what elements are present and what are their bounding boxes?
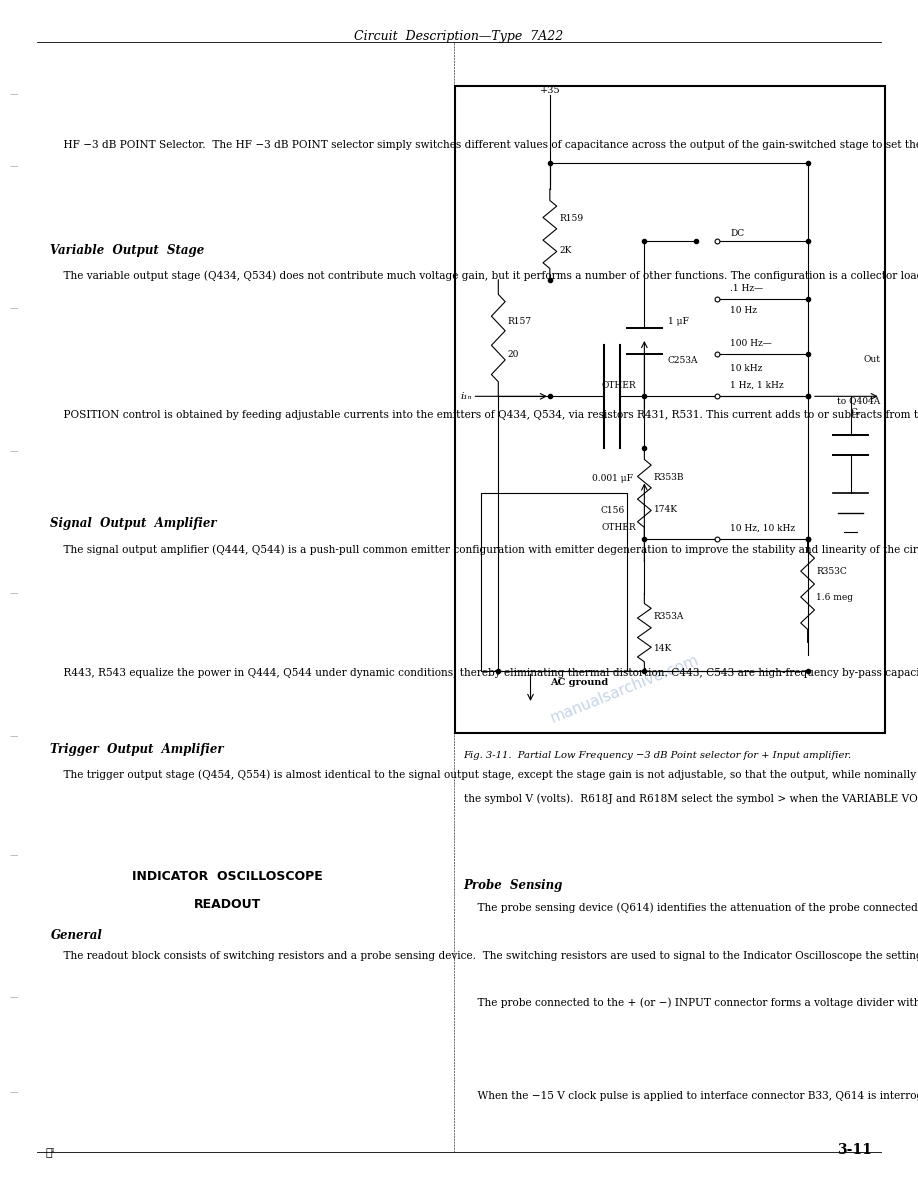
Text: —: — (9, 851, 18, 860)
Text: When the −15 V clock pulse is applied to interface connector B33, Q614 is interr: When the −15 V clock pulse is applied to… (464, 1091, 918, 1101)
Text: manualsarchive.com: manualsarchive.com (548, 652, 700, 726)
Text: Out: Out (864, 355, 880, 364)
Text: 1 μF: 1 μF (668, 317, 688, 327)
Text: —: — (9, 732, 18, 741)
Text: R159: R159 (559, 214, 584, 223)
Text: Trigger  Output  Amplifier: Trigger Output Amplifier (50, 742, 224, 756)
Text: R353C: R353C (816, 567, 847, 576)
Text: C253A: C253A (668, 356, 699, 365)
Text: —: — (9, 589, 18, 599)
Text: AC ground: AC ground (550, 678, 608, 687)
Text: DC: DC (731, 228, 744, 238)
Text: The variable output stage (Q434, Q534) does not contribute much voltage gain, bu: The variable output stage (Q434, Q534) d… (50, 271, 918, 282)
Text: +35: +35 (540, 87, 560, 95)
Text: —: — (9, 162, 18, 171)
Text: The probe connected to the + (or −) INPUT connector forms a voltage divider with: The probe connected to the + (or −) INPU… (464, 998, 918, 1009)
Text: —: — (9, 90, 18, 100)
Text: 174K: 174K (654, 505, 677, 514)
Text: R157: R157 (508, 317, 532, 327)
Text: OTHER: OTHER (601, 381, 636, 390)
Text: —: — (9, 1088, 18, 1098)
Text: 3-11: 3-11 (837, 1143, 872, 1157)
Text: HF −3 dB POINT Selector.  The HF −3 dB POINT selector simply switches different : HF −3 dB POINT Selector. The HF −3 dB PO… (50, 140, 918, 150)
Text: 10 kHz: 10 kHz (731, 364, 763, 373)
Text: 10 Hz, 10 kHz: 10 Hz, 10 kHz (731, 523, 795, 532)
Text: 1 Hz, 1 kHz: 1 Hz, 1 kHz (731, 381, 784, 390)
Text: to Q404A: to Q404A (837, 397, 880, 405)
Text: Signal  Output  Amplifier: Signal Output Amplifier (50, 517, 218, 530)
Text: The trigger output stage (Q454, Q554) is almost identical to the signal output s: The trigger output stage (Q454, Q554) is… (50, 770, 918, 781)
Text: 10 Hz: 10 Hz (731, 305, 757, 315)
Text: Cₛ: Cₛ (851, 407, 860, 417)
Text: R443, R543 equalize the power in Q444, Q544 under dynamic conditions, thereby el: R443, R543 equalize the power in Q444, Q… (50, 668, 918, 677)
Text: Circuit  Description—Type  7A22: Circuit Description—Type 7A22 (354, 30, 564, 43)
Text: OTHER: OTHER (601, 523, 636, 532)
Text: 0.001 μF: 0.001 μF (591, 474, 633, 484)
Text: 20: 20 (508, 349, 519, 359)
Text: R353A: R353A (654, 612, 684, 621)
Text: INDICATOR  OSCILLOSCOPE: INDICATOR OSCILLOSCOPE (132, 870, 322, 883)
Text: 14K: 14K (654, 644, 672, 653)
Text: R353B: R353B (654, 473, 684, 482)
Text: C156: C156 (600, 506, 624, 516)
Text: .1 Hz—: .1 Hz— (731, 284, 764, 292)
Bar (481, 493, 627, 671)
Text: POSITION control is obtained by feeding adjustable currents into the emitters of: POSITION control is obtained by feeding … (50, 410, 918, 419)
Text: i₁ₙ: i₁ₙ (461, 392, 473, 400)
Bar (455, 86, 885, 733)
Text: 100 Hz—: 100 Hz— (731, 339, 772, 348)
Text: —: — (9, 447, 18, 456)
Text: Fig. 3-11.  Partial Low Frequency −3 dB Point selector for + Input amplifier.: Fig. 3-11. Partial Low Frequency −3 dB P… (464, 751, 852, 760)
Text: The probe sensing device (Q614) identifies the attenuation of the probe connecte: The probe sensing device (Q614) identifi… (464, 903, 918, 914)
Text: The readout block consists of switching resistors and a probe sensing device.  T: The readout block consists of switching … (50, 950, 918, 961)
Text: Ⓐᴵ: Ⓐᴵ (46, 1148, 55, 1157)
Text: Probe  Sensing: Probe Sensing (464, 879, 563, 892)
Text: Variable  Output  Stage: Variable Output Stage (50, 244, 205, 257)
Text: —: — (9, 304, 18, 314)
Text: The signal output amplifier (Q444, Q544) is a push-pull common emitter configura: The signal output amplifier (Q444, Q544)… (50, 544, 918, 555)
Text: 1.6 meg: 1.6 meg (816, 593, 853, 601)
Text: —: — (9, 993, 18, 1003)
Text: General: General (50, 929, 103, 942)
Text: READOUT: READOUT (194, 898, 261, 911)
Text: 2K: 2K (559, 246, 572, 255)
Text: the symbol V (volts).  R618J and R618M select the symbol > when the VARIABLE VOL: the symbol V (volts). R618J and R618M se… (464, 794, 918, 804)
